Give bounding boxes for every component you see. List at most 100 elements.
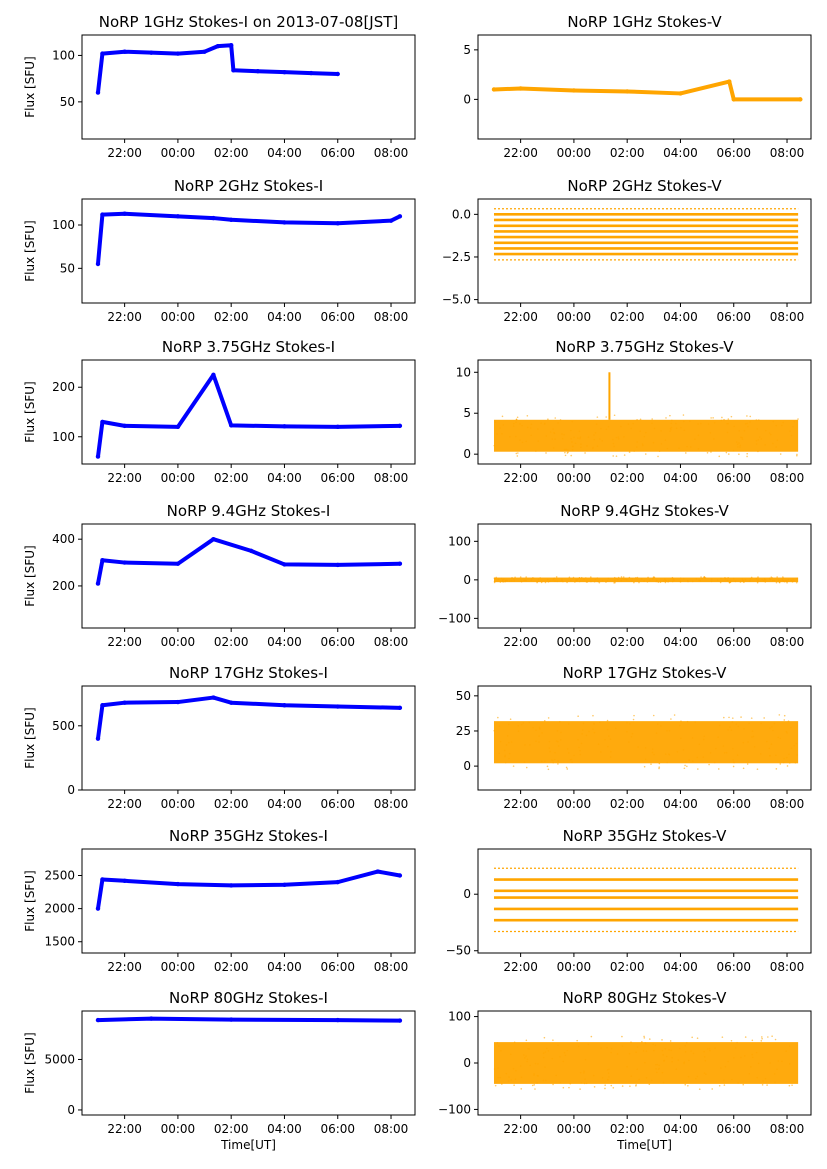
panel-9-ytick-label: 25 (456, 724, 471, 738)
panel-7-noise-dot (622, 576, 625, 578)
panel-5-noise-dot (570, 454, 573, 457)
panel-7-noise-dot (607, 577, 610, 580)
panel-9-noise-dot (541, 732, 543, 734)
panel-0-point (202, 49, 207, 54)
panel-13-noise-dot (703, 1050, 705, 1053)
panel-9-noise-dot (666, 761, 668, 764)
panel-5-noise-dot (564, 451, 566, 454)
panel-9-noise-dot (504, 755, 506, 758)
panel-13-noise-dot (510, 1053, 512, 1056)
panel-6-point (100, 558, 105, 563)
panel-9-noise-dot (538, 728, 541, 730)
panel-2-point (228, 217, 234, 222)
panel-9-noise-dot (729, 726, 731, 728)
panel-13-noise-dot (531, 1084, 534, 1087)
panel-9-noise-dot (684, 764, 686, 767)
panel-1-point (731, 97, 736, 102)
panel-5-noise-dot (593, 438, 596, 441)
panel-7-noise-dot (782, 577, 785, 579)
panel-13-noise-dot (750, 1066, 752, 1068)
panel-9-noise-dot (538, 735, 540, 737)
panel-6-xtick-label: 04:00 (267, 635, 302, 649)
panel-7-noise-dot (589, 576, 592, 578)
panel-13-noise-dot (687, 1084, 689, 1087)
panel-5-noise-dot (756, 428, 759, 430)
panel-7-noise-dot (657, 581, 660, 583)
panel-13-noise-dot (545, 1079, 547, 1082)
panel-5-noise-dot (664, 439, 667, 441)
panel-13-noise-dot (579, 1071, 582, 1074)
panel-9-noise-dot (651, 748, 654, 750)
panel-7-noise-dot (793, 579, 795, 582)
panel-5-noise-dot (720, 419, 723, 422)
panel-9-noise-dot (751, 730, 754, 732)
panel-2-xtick-label: 08:00 (374, 310, 409, 324)
panel-9-noise-dot (504, 754, 506, 757)
panel-5-noise-dot (553, 431, 555, 434)
panel-7-noise-dot (547, 581, 550, 583)
panel-5-noise-dot (636, 441, 639, 443)
panel-9-noise-dot (559, 720, 561, 723)
panel-4-ytick-label: 200 (52, 380, 75, 394)
panel-5-noise-dot (710, 417, 712, 419)
panel-7-noise-dot (679, 577, 682, 579)
panel-7-noise-dot (620, 579, 623, 582)
panel-1-xtick-label: 04:00 (663, 146, 698, 160)
panel-13-noise-dot (610, 1047, 613, 1050)
panel-11-xtick-label: 04:00 (663, 960, 698, 974)
panel-1-point (518, 86, 523, 91)
panel-7-noise-dot (590, 580, 592, 583)
panel-6-point (122, 560, 127, 565)
panel-9-noise-dot (785, 756, 788, 759)
panel-9-noise-dot (656, 723, 659, 725)
panel-9-noise-dot (509, 718, 512, 721)
panel-5-noise-dot (567, 449, 569, 451)
panel-7-noise-dot (761, 578, 764, 581)
panel-0-marks (95, 43, 340, 95)
panel-2-marks (95, 211, 403, 267)
panel-5-noise-dot (617, 436, 620, 438)
panel-9-noise-dot (592, 728, 594, 730)
panel-9-noise-dot (498, 725, 501, 727)
panel-13-noise-dot (584, 1078, 586, 1080)
panel-9-noise-dot (538, 726, 541, 729)
panel-13-noise-dot (788, 1045, 791, 1047)
panel-13-marks (493, 1035, 799, 1090)
panel-13-noise-dot (761, 1037, 763, 1040)
panel-7-noise-dot (561, 578, 563, 580)
panel-13-noise-dot (593, 1086, 596, 1088)
panel-13-noise-dot (505, 1072, 508, 1075)
panel-13-noise-dot (684, 1051, 687, 1053)
panel-13-noise-dot (658, 1067, 661, 1070)
panel-5-noise-dot (567, 451, 569, 454)
panel-9-noise-dot (556, 730, 559, 732)
panel-7-noise-dot (691, 580, 694, 583)
panel-0-xtick-label: 00:00 (161, 146, 196, 160)
panel-2-point (122, 211, 127, 216)
panel-6-point (282, 562, 287, 567)
panel-13-noise-dot (704, 1059, 707, 1062)
panel-9-xtick-label: 04:00 (663, 797, 698, 811)
panel-5-noise-dot (537, 440, 540, 442)
panel-7-noise-dot (613, 582, 615, 584)
panel-4-point (100, 419, 105, 425)
panel-9-noise-dot (615, 727, 617, 730)
panel-13-noise-dot (740, 1056, 742, 1059)
panel-13-noise-dot (731, 1078, 733, 1081)
panel-5-noise-dot (710, 451, 712, 453)
panel-9-noise-dot (660, 725, 662, 727)
panel-5-noise-dot (596, 445, 599, 448)
panel-9-noise-dot (778, 714, 781, 716)
panel-4-point (175, 424, 181, 430)
panel-13-noise-dot (718, 1084, 721, 1087)
panel-5-xtick-label: 04:00 (663, 471, 698, 485)
panel-13-noise-dot (757, 1062, 760, 1065)
panel-7-noise-dot (775, 581, 778, 584)
panel-9-noise-dot (685, 761, 687, 763)
panel-7-noise-dot (730, 580, 732, 583)
panel-13-noise-dot (685, 1042, 688, 1044)
panel-13-noise-dot (499, 1076, 502, 1079)
panel-4-point (397, 423, 403, 429)
panel-7-noise-dot (671, 576, 674, 579)
panel-7-xtick-label: 22:00 (503, 635, 538, 649)
